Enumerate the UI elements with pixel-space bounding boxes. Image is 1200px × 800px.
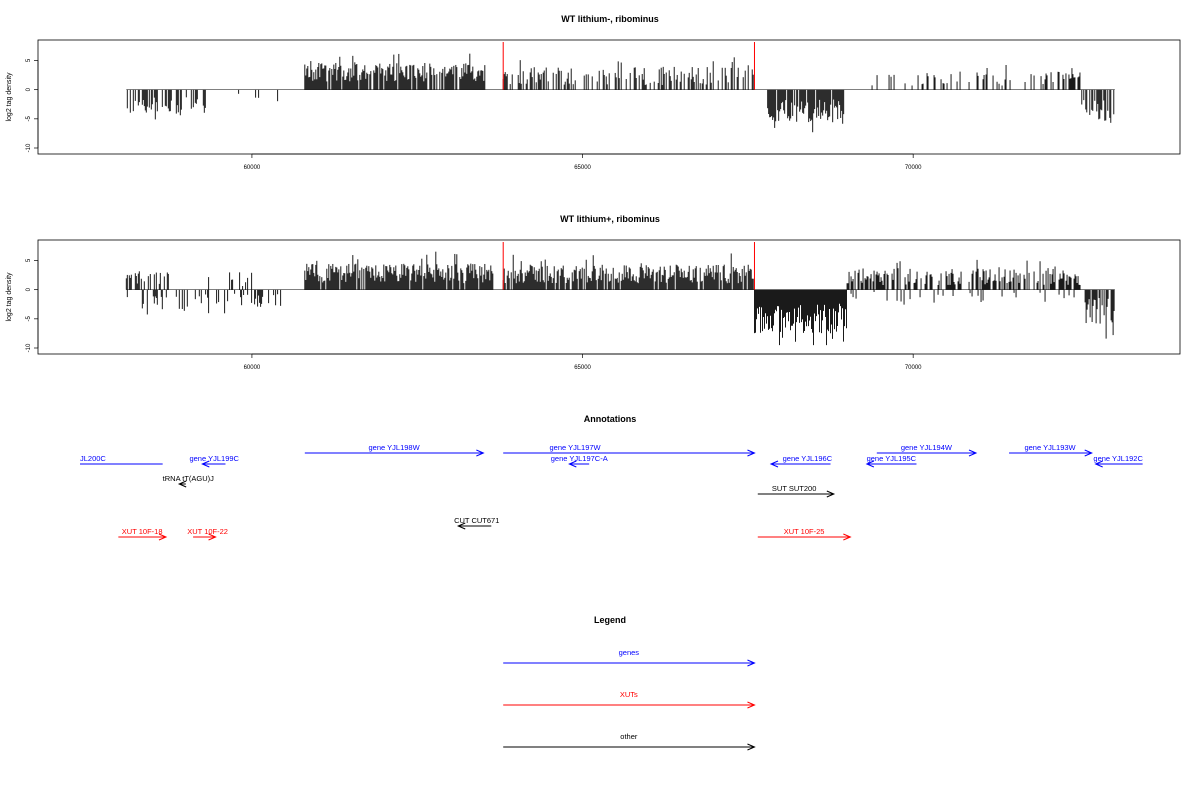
y-tick-label: 5 [26,258,32,262]
arrowhead [843,533,852,541]
annotation-feature: SUT SUT200 [757,484,836,498]
arrowhead [968,449,978,457]
y-axis: -10 -5 0 5 [26,58,39,152]
feature-label: gene YJL194W [901,443,953,452]
feature-label: gene YJL197W [549,443,601,452]
feature-label: gene YJL195C [867,454,917,463]
y-tick-label: 0 [26,287,32,291]
panel-title: WT lithium-, ribominus [561,14,659,24]
y-axis-label: log2 tag density [6,72,13,122]
legend-item: other [503,732,756,751]
arrowhead [177,480,187,488]
annotation-feature: gene YJL199C [189,454,240,468]
arrowhead [865,460,875,468]
panel-title: WT lithium+, ribominus [560,214,660,224]
annotation-feature: gene YJL192C [1093,454,1143,468]
feature-label: JL200C [80,454,106,463]
x-tick-label: 70000 [905,165,922,171]
x-tick-label: 60000 [244,165,261,171]
feature-label: gene YJL198W [369,443,421,452]
y-axis: -10 -5 0 5 [26,258,39,352]
y-tick-label: -10 [26,343,32,352]
feature-label: gene YJL196C [783,454,833,463]
annotation-feature: tRNA tT(AGU)J [163,474,215,488]
arrowhead [476,449,485,457]
arrowhead [1094,460,1103,468]
y-tick-label: -5 [26,116,32,122]
x-axis: 60000 65000 70000 [244,153,922,171]
legend-title: Legend [594,615,626,625]
arrowhead [201,460,210,468]
annotation-feature: gene YJL196C [769,454,833,468]
y-tick-label: -10 [26,143,32,152]
coverage-panel-lithium-plus: WT lithium+, ribominus log2 tag density … [6,214,1181,371]
annotation-track: Annotations JL200C gene YJL199C gene YJL19… [80,414,1143,541]
annotations-title: Annotations [584,414,637,424]
arrowhead [747,659,756,667]
annotation-feature: gene YJL197C-A [551,454,608,468]
arrowhead [568,460,577,468]
arrowhead [747,743,756,751]
feature-label: gene YJL197C-A [551,454,608,463]
x-tick-label: 65000 [574,165,591,171]
boundary-markers [502,42,755,90]
annotation-feature: gene YJL198W [304,443,485,457]
annotation-feature: JL200C [80,454,163,465]
annotation-feature: CUT CUT671 [454,516,499,530]
legend-label: XUTs [620,690,638,699]
feature-label: gene YJL199C [189,454,239,463]
arrowhead [769,460,779,468]
arrowhead [1084,449,1093,457]
coverage-bars [125,251,1115,346]
annotation-feature: XUT 10F-25 [757,527,852,541]
arrowhead [747,701,756,709]
arrowhead [826,490,836,498]
feature-label: gene YJL193W [1024,443,1076,452]
legend-label: other [620,732,638,741]
feature-label: XUT 10F-18 [122,527,163,536]
annotation-feature: XUT 10F-22 [187,527,228,541]
feature-label: tRNA tT(AGU)J [163,474,215,483]
feature-label: SUT SUT200 [772,484,816,493]
coverage-panel-lithium-minus: WT lithium-, ribominus log2 tag density … [6,14,1181,171]
y-tick-label: 0 [26,87,32,91]
annotation-features: JL200C gene YJL199C gene YJL198W gene YJL19… [80,443,1143,541]
legend: Legend genes XUTs other [503,615,756,751]
annotation-feature: gene YJL197W [503,443,756,457]
y-tick-label: 5 [26,58,32,62]
legend-item: XUTs [503,690,756,709]
boundary-markers [502,242,755,290]
x-axis: 60000 65000 70000 [244,353,922,371]
annotation-feature: gene YJL194W [876,443,978,457]
arrowhead [208,533,217,541]
feature-label: XUT 10F-22 [187,527,228,536]
annotation-feature: XUT 10F-18 [118,527,168,541]
x-tick-label: 70000 [905,365,922,371]
coverage-bars [126,53,1115,133]
legend-label: genes [619,648,640,657]
feature-label: XUT 10F-25 [784,527,825,536]
arrowhead [456,522,466,530]
arrowhead [158,533,168,541]
y-tick-label: -5 [26,316,32,322]
y-axis-label: log2 tag density [6,272,13,322]
legend-items: genes XUTs other [503,648,756,751]
annotation-feature: gene YJL195C [865,454,917,468]
arrowhead [747,449,756,457]
feature-label: CUT CUT671 [454,516,499,525]
x-tick-label: 60000 [244,365,261,371]
legend-item: genes [503,648,756,667]
annotation-feature: gene YJL193W [1009,443,1093,457]
x-tick-label: 65000 [574,365,591,371]
feature-label: gene YJL192C [1093,454,1143,463]
